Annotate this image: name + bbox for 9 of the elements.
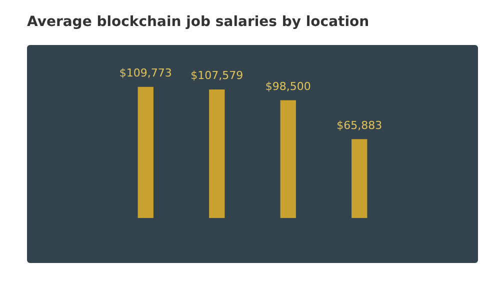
bar (280, 100, 296, 218)
bar (352, 139, 368, 218)
data-label: $109,773 (119, 66, 172, 80)
bar (138, 86, 154, 218)
chart-title: Average blockchain job salaries by location (27, 14, 370, 30)
data-label: $98,500 (265, 80, 311, 93)
bar (209, 89, 225, 218)
data-label: $107,579 (190, 69, 244, 82)
data-label: $65,883 (336, 118, 382, 132)
